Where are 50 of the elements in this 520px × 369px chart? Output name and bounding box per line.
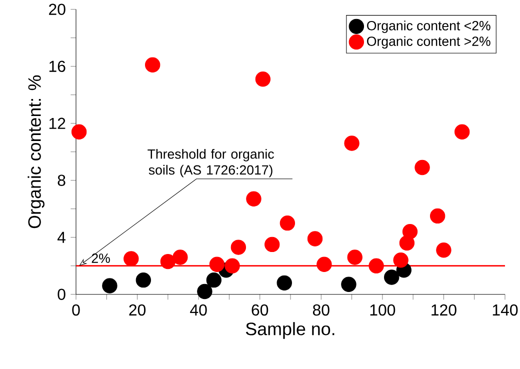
x-tick-label: 40 <box>190 304 207 316</box>
point <box>276 275 292 291</box>
ref-line-label: 2% <box>92 254 110 263</box>
y-tick-label: 0 <box>58 288 66 300</box>
point <box>316 256 332 272</box>
point <box>209 256 225 272</box>
point <box>393 252 408 268</box>
y-tick-label: 20 <box>49 4 66 15</box>
point <box>264 236 280 252</box>
point <box>341 276 356 292</box>
point <box>307 231 323 246</box>
point <box>430 208 446 224</box>
x-tick-label: 100 <box>370 304 396 316</box>
point <box>136 272 152 288</box>
annotation: Threshold for organic soils (AS 1726:2017) <box>148 148 274 178</box>
x-tick-label: 140 <box>492 304 518 316</box>
legend-label: Organic content >2% <box>367 36 490 49</box>
y-tick-label: 16 <box>49 60 66 72</box>
legend-label: Organic content <2% <box>367 20 490 33</box>
point <box>347 250 362 265</box>
point <box>384 270 400 285</box>
point <box>255 72 271 87</box>
point <box>436 242 452 258</box>
point <box>206 272 222 288</box>
point <box>402 224 418 240</box>
x-tick-label: 20 <box>129 304 146 316</box>
point <box>280 215 296 231</box>
point <box>124 251 139 266</box>
point <box>344 136 360 151</box>
point <box>230 240 246 255</box>
point <box>102 278 118 294</box>
x-axis-title: Sample no. <box>246 322 334 339</box>
y-tick-label: 12 <box>49 118 66 129</box>
point <box>71 124 87 140</box>
point <box>246 191 262 206</box>
point <box>414 160 430 176</box>
point <box>160 254 176 270</box>
y-tick-label: 4 <box>57 232 66 243</box>
x-tick-label: 80 <box>312 304 330 316</box>
point <box>368 258 384 274</box>
x-tick-label: 120 <box>432 304 456 316</box>
point <box>145 57 160 73</box>
y-tick-label: 8 <box>58 174 66 186</box>
point <box>172 250 188 265</box>
point <box>454 124 470 140</box>
x-tick-label: 60 <box>252 304 268 316</box>
point <box>224 258 240 274</box>
point <box>197 284 212 300</box>
y-axis-title: Organic content: % <box>28 75 44 228</box>
x-tick-label: 0 <box>72 304 80 316</box>
